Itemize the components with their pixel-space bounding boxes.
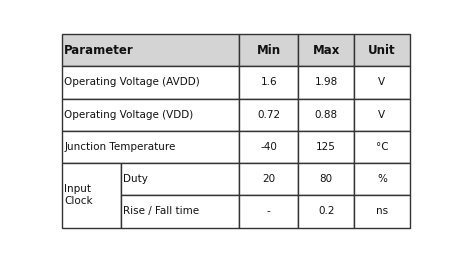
Text: 20: 20 [262, 174, 275, 184]
Text: Max: Max [312, 44, 339, 57]
FancyBboxPatch shape [62, 131, 239, 163]
FancyBboxPatch shape [62, 99, 239, 131]
FancyBboxPatch shape [353, 66, 409, 99]
FancyBboxPatch shape [62, 66, 239, 99]
Text: ns: ns [375, 206, 387, 217]
Text: 125: 125 [316, 142, 336, 152]
FancyBboxPatch shape [298, 99, 353, 131]
Text: Operating Voltage (VDD): Operating Voltage (VDD) [64, 110, 193, 120]
FancyBboxPatch shape [353, 163, 409, 195]
Text: °C: °C [375, 142, 387, 152]
FancyBboxPatch shape [298, 66, 353, 99]
Text: Rise / Fall time: Rise / Fall time [123, 206, 199, 217]
FancyBboxPatch shape [353, 99, 409, 131]
Text: %: % [376, 174, 386, 184]
FancyBboxPatch shape [121, 163, 239, 195]
FancyBboxPatch shape [239, 66, 298, 99]
FancyBboxPatch shape [298, 195, 353, 227]
Text: 80: 80 [319, 174, 332, 184]
FancyBboxPatch shape [239, 195, 298, 227]
FancyBboxPatch shape [239, 163, 298, 195]
Text: -40: -40 [260, 142, 277, 152]
FancyBboxPatch shape [121, 195, 239, 227]
Text: 0.2: 0.2 [317, 206, 334, 217]
Text: V: V [377, 110, 385, 120]
Text: Unit: Unit [367, 44, 395, 57]
FancyBboxPatch shape [298, 163, 353, 195]
FancyBboxPatch shape [239, 131, 298, 163]
Text: -: - [266, 206, 270, 217]
Text: 0.88: 0.88 [314, 110, 337, 120]
Text: V: V [377, 77, 385, 88]
FancyBboxPatch shape [298, 34, 353, 66]
FancyBboxPatch shape [239, 99, 298, 131]
FancyBboxPatch shape [298, 131, 353, 163]
Text: Parameter: Parameter [64, 44, 134, 57]
Text: 1.6: 1.6 [260, 77, 276, 88]
FancyBboxPatch shape [353, 195, 409, 227]
Text: Operating Voltage (AVDD): Operating Voltage (AVDD) [64, 77, 200, 88]
FancyBboxPatch shape [239, 34, 298, 66]
Text: Input
Clock: Input Clock [64, 184, 93, 206]
Text: Min: Min [256, 44, 280, 57]
Text: 1.98: 1.98 [314, 77, 337, 88]
FancyBboxPatch shape [62, 163, 121, 227]
Text: 0.72: 0.72 [257, 110, 280, 120]
FancyBboxPatch shape [353, 34, 409, 66]
FancyBboxPatch shape [62, 34, 239, 66]
FancyBboxPatch shape [353, 131, 409, 163]
Text: Duty: Duty [123, 174, 148, 184]
Text: Junction Temperature: Junction Temperature [64, 142, 175, 152]
